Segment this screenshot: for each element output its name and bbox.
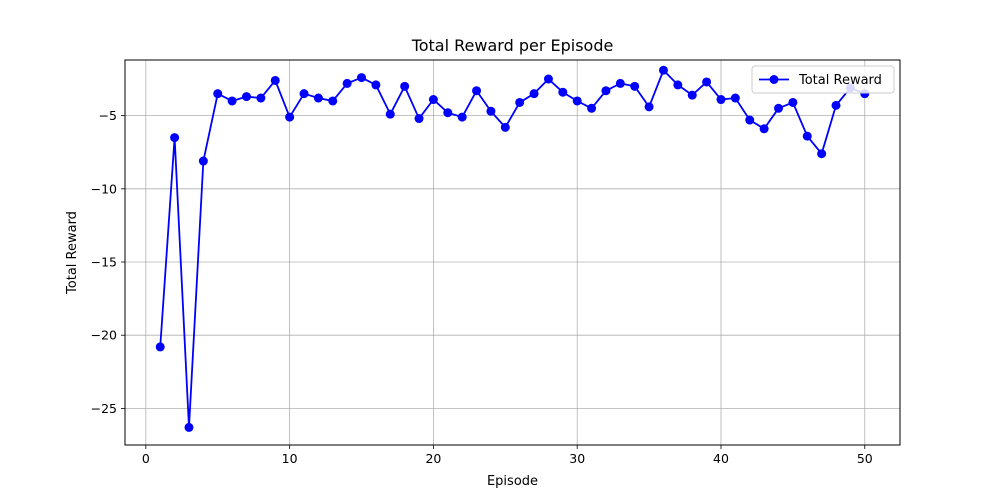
data-point	[457, 112, 467, 122]
data-point	[270, 75, 280, 85]
data-point	[543, 74, 553, 84]
legend-marker-swatch	[769, 75, 779, 84]
data-point	[313, 93, 323, 103]
y-tick-label: −5	[99, 108, 117, 123]
data-point	[428, 95, 438, 105]
data-point	[198, 156, 208, 166]
data-point	[515, 97, 525, 107]
x-tick-label: 10	[282, 451, 298, 466]
x-tick-label: 0	[142, 451, 150, 466]
data-point	[299, 89, 309, 99]
x-axis-label: Episode	[487, 474, 538, 489]
legend-label: Total Reward	[798, 73, 882, 88]
data-point	[658, 65, 668, 75]
data-point	[601, 86, 611, 96]
data-point	[241, 92, 251, 102]
data-point	[673, 80, 683, 90]
data-point	[371, 80, 381, 90]
data-point	[357, 73, 367, 83]
data-point	[227, 96, 237, 106]
x-tick-label: 30	[569, 451, 585, 466]
data-point	[285, 112, 295, 122]
y-tick-label: −10	[91, 181, 117, 196]
legend-box	[751, 65, 895, 94]
grid-lines	[125, 60, 900, 445]
data-point	[256, 93, 266, 103]
data-point	[716, 95, 726, 105]
data-point	[170, 133, 180, 143]
data-point	[615, 78, 625, 88]
y-axis-label: Total Reward	[65, 211, 80, 295]
data-point	[558, 87, 568, 97]
data-point	[774, 103, 784, 113]
x-tick-label: 20	[425, 451, 441, 466]
series-line	[159, 69, 866, 429]
data-point	[486, 106, 496, 116]
data-point	[817, 149, 827, 159]
data-point	[788, 97, 798, 107]
data-point	[342, 78, 352, 88]
data-point	[831, 100, 841, 110]
series-total-reward	[155, 65, 870, 432]
data-point	[472, 86, 482, 96]
data-point	[759, 124, 769, 134]
data-point	[702, 77, 712, 87]
data-point	[328, 96, 338, 106]
legend: Total Reward	[751, 65, 895, 94]
data-point	[644, 102, 654, 112]
data-point	[213, 89, 223, 99]
x-tick-label: 50	[857, 451, 873, 466]
plot-area-frame	[124, 59, 901, 446]
data-point	[802, 131, 812, 141]
data-point	[385, 109, 395, 119]
data-point	[730, 93, 740, 103]
data-point	[400, 81, 410, 91]
data-point	[687, 90, 697, 100]
y-tick-label: −25	[91, 401, 117, 416]
data-point	[443, 108, 453, 118]
y-tick-label: −20	[91, 328, 117, 343]
data-point	[414, 114, 424, 124]
chart-title: Total Reward per Episode	[411, 36, 614, 55]
data-point	[572, 96, 582, 106]
data-point	[184, 422, 194, 432]
axis-ticks: 0 10 20 30 40 50 −25 −20 −15 −10 −5	[91, 108, 873, 466]
data-point	[155, 342, 165, 352]
data-point	[587, 103, 597, 113]
y-tick-label: −15	[91, 255, 117, 270]
data-point	[500, 122, 510, 132]
data-point	[630, 81, 640, 91]
data-point	[745, 115, 755, 125]
data-point	[529, 89, 539, 99]
x-tick-label: 40	[713, 451, 729, 466]
